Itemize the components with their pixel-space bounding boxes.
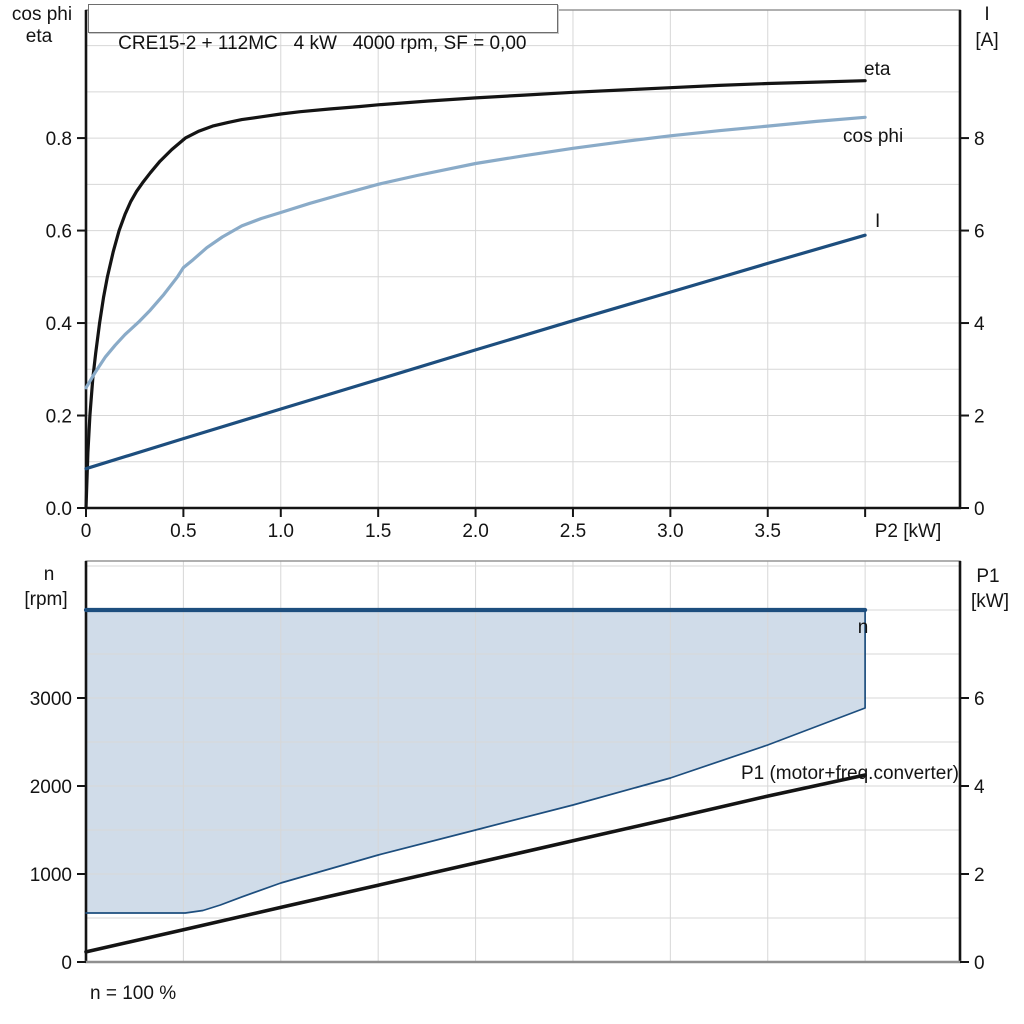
x-tick-label: 0 <box>81 521 92 542</box>
left-tick-label: 0.4 <box>46 314 73 335</box>
right-tick-label: 4 <box>974 777 985 798</box>
x-tick-label: 0.5 <box>170 521 196 542</box>
left-axis-title: eta <box>26 26 53 47</box>
left-tick-label: 0.8 <box>46 129 72 150</box>
curve-label: cos phi <box>843 126 903 147</box>
right-tick-label: 2 <box>974 407 985 428</box>
x-tick-label: 2.0 <box>462 521 488 542</box>
left-tick-label: 2000 <box>30 777 72 798</box>
curve-label: I <box>875 211 880 232</box>
curve-label: n <box>858 617 869 638</box>
left-tick-label: 0.0 <box>46 499 72 520</box>
x-tick-label: 1.0 <box>268 521 294 542</box>
left-tick-label: 0.6 <box>46 222 72 243</box>
left-tick-label: 1000 <box>30 865 72 886</box>
p1-motor-freq-converter--curve <box>84 773 867 954</box>
right-tick-label: 6 <box>974 689 985 710</box>
right-tick-label: 2 <box>974 865 985 886</box>
n-min-boundary-curve <box>85 609 866 914</box>
right-tick-label: 6 <box>974 222 985 243</box>
left-tick-label: 0.2 <box>46 407 72 428</box>
right-tick-label: 0 <box>974 499 985 520</box>
cos-phi-curve <box>84 115 867 390</box>
curve-label: P1 (motor+freq.converter) <box>741 763 959 784</box>
left-tick-label: 0 <box>61 953 72 974</box>
right-tick-label: 4 <box>974 314 985 335</box>
left-axis-title: n <box>44 564 55 585</box>
x-tick-label: 3.0 <box>657 521 683 542</box>
left-axis-title: [rpm] <box>24 589 67 610</box>
right-axis-title: [A] <box>975 30 998 51</box>
left-axis-title: cos phi <box>12 4 72 25</box>
right-axis-title: P1 <box>976 566 999 587</box>
curve-label: eta <box>864 59 891 80</box>
right-tick-label: 0 <box>974 953 985 974</box>
x-tick-label: 1.5 <box>365 521 391 542</box>
x-tick-label: 3.5 <box>755 521 781 542</box>
x-tick-label: 2.5 <box>560 521 586 542</box>
eta-curve <box>84 79 867 510</box>
left-tick-label: 3000 <box>30 689 72 710</box>
top-chart: 0.0 0.2 0.4 0.6 0.8 0 2 4 6 8 0 0.5 1.0 1.5 2.0 2.5 3.0 3… <box>12 4 999 542</box>
bottom-chart: 0 1000 2000 3000 0 2 4 6 n [rpm] P1 [kW] n P1 (motor+… <box>24 560 1009 1004</box>
right-axis-title: [kW] <box>971 591 1009 612</box>
right-axis-title: I <box>984 4 989 25</box>
top-frame <box>85 9 961 509</box>
x-axis-title: P2 [kW] <box>875 521 942 542</box>
chart-title-box: CRE15-2 + 112MC 4 kW 4000 rpm, SF = 0,00 <box>88 4 558 54</box>
top-gridlines <box>86 10 960 508</box>
footnote-label: n = 100 % <box>90 983 176 1004</box>
i-curve <box>84 233 867 471</box>
chart-title: CRE15-2 + 112MC 4 kW 4000 rpm, SF = 0,00 <box>118 33 527 54</box>
right-tick-label: 8 <box>974 129 985 150</box>
